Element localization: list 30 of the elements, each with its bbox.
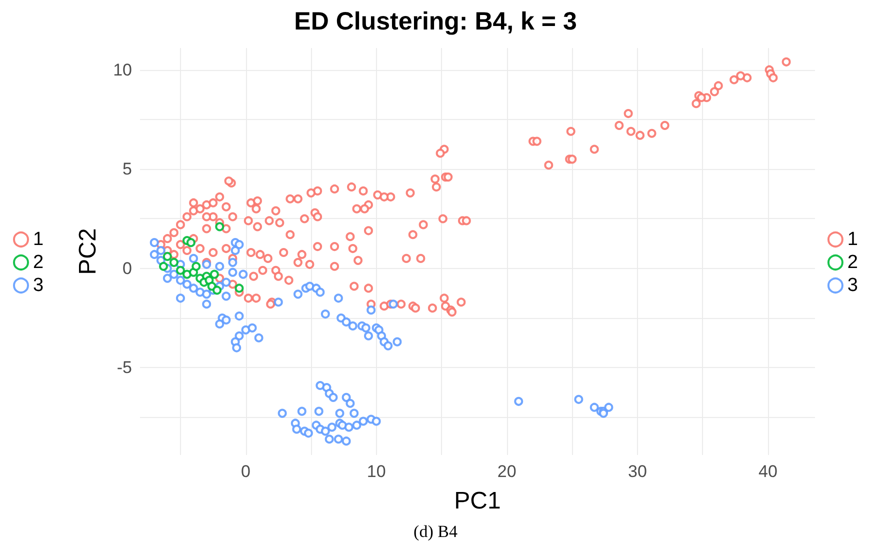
chart-title: ED Clustering: B4, k = 3	[294, 8, 577, 36]
point	[210, 270, 219, 279]
point	[234, 284, 244, 293]
text: 2	[847, 252, 858, 273]
x-axis-title: PC1	[454, 488, 501, 514]
x-tick-label: 20	[497, 462, 516, 481]
legend-label: 1	[847, 229, 858, 250]
text: 3	[847, 275, 858, 296]
text: (d) B4	[412, 522, 458, 542]
y-tick-label: 5	[122, 160, 132, 179]
y-tick-label: -5	[116, 358, 132, 378]
x-tick-label: 0	[241, 462, 250, 481]
point	[192, 262, 201, 271]
point	[186, 238, 196, 248]
x-tick-label: 30	[628, 462, 647, 481]
y-axis-title: PC2	[74, 228, 102, 275]
y-tick-label: 0	[122, 258, 132, 278]
text: 1	[33, 229, 44, 250]
point	[215, 222, 224, 232]
x-tick-label: 40	[758, 462, 778, 481]
legend-label: 3	[33, 275, 44, 296]
point	[169, 258, 178, 267]
point	[212, 286, 222, 295]
x-tick-label: 10	[366, 462, 386, 481]
point	[176, 266, 185, 275]
point	[159, 262, 168, 271]
point	[182, 270, 192, 279]
y-tick-label: 10	[113, 60, 132, 80]
point	[162, 252, 172, 261]
legend-label: 2	[33, 252, 44, 273]
